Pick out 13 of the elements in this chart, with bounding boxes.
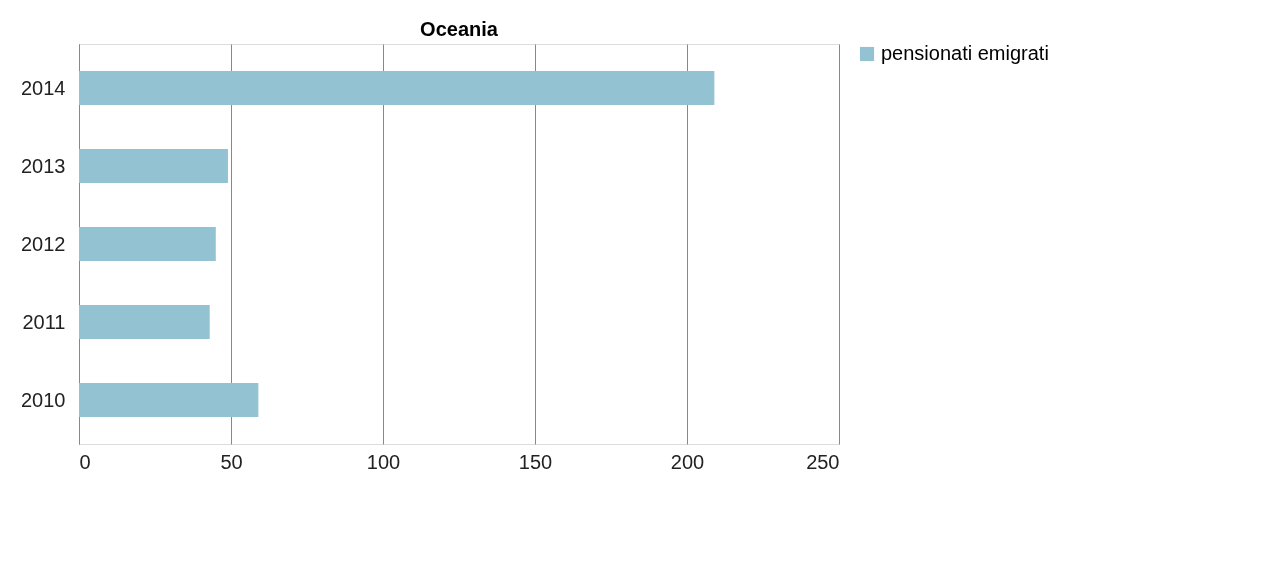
y-tick-label: 2014	[21, 76, 66, 99]
y-tick-label: 2013	[21, 154, 66, 177]
x-tick-label: 100	[366, 450, 401, 473]
x-tick-label: 150	[518, 450, 553, 473]
x-tick-label: 0	[79, 450, 91, 473]
chart-title: Oceania	[420, 18, 499, 40]
x-tick-label: 250	[806, 450, 840, 473]
y-tick-label: 2010	[21, 388, 66, 411]
y-tick-label: 2012	[21, 232, 66, 255]
legend-label: pensionati emigrati	[881, 42, 1049, 64]
x-tick-label: 200	[670, 450, 705, 473]
y-tick-label: 2011	[22, 310, 66, 333]
x-tick-label: 50	[220, 450, 243, 473]
